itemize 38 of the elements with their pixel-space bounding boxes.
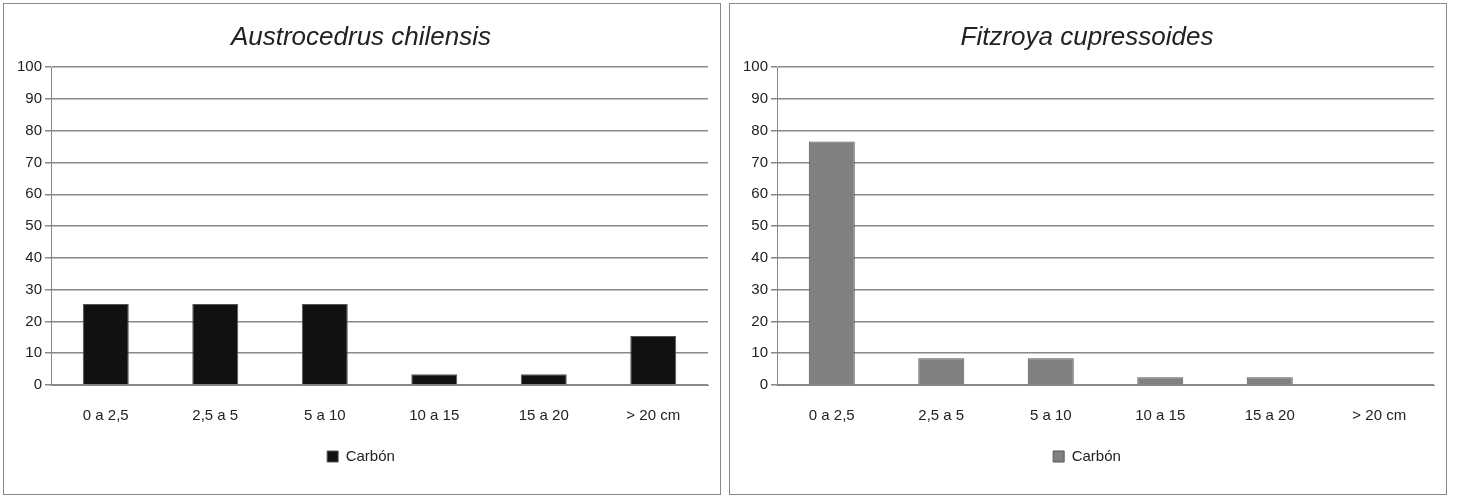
y-tick-label: 10 xyxy=(25,343,43,361)
legend-label: Carbón xyxy=(1071,446,1121,464)
y-tick-label: 30 xyxy=(25,279,43,297)
y-tick-label: 10 xyxy=(751,343,769,361)
y-tick-label: 50 xyxy=(751,216,769,234)
y-tick-label: 100 xyxy=(17,57,43,75)
x-tick-label: 10 a 15 xyxy=(1135,406,1186,424)
y-tick-label: 80 xyxy=(751,120,769,138)
legend-label: Carbón xyxy=(345,446,395,464)
y-tick-label: 0 xyxy=(33,375,43,393)
y-tick-label: 80 xyxy=(25,120,43,138)
x-tick-label: 0 a 2,5 xyxy=(808,406,855,424)
y-tick-label: 90 xyxy=(25,89,43,107)
x-tick-label: 10 a 15 xyxy=(409,406,460,424)
y-tick-label: 90 xyxy=(751,89,769,107)
chart-title: Fitzroya cupressoides xyxy=(960,20,1214,51)
y-tick-label: 60 xyxy=(751,184,769,202)
x-tick-label: 2,5 a 5 xyxy=(192,406,239,424)
x-tick-label: 5 a 10 xyxy=(1029,406,1072,424)
x-tick-label: > 20 cm xyxy=(1352,406,1407,424)
chart-title: Austrocedrus chilensis xyxy=(228,20,492,51)
y-tick-label: 30 xyxy=(751,279,769,297)
y-tick-label: 20 xyxy=(25,311,43,329)
y-tick-label: 70 xyxy=(751,152,769,170)
x-tick-label: 15 a 20 xyxy=(518,406,569,424)
y-tick-label: 40 xyxy=(25,248,43,266)
y-tick-label: 40 xyxy=(751,248,769,266)
y-tick-label: 100 xyxy=(743,57,769,75)
x-tick-label: 2,5 a 5 xyxy=(918,406,965,424)
y-tick-label: 60 xyxy=(25,184,43,202)
x-tick-label: > 20 cm xyxy=(626,406,681,424)
x-tick-label: 15 a 20 xyxy=(1244,406,1295,424)
x-tick-label: 0 a 2,5 xyxy=(82,406,129,424)
y-tick-label: 50 xyxy=(25,216,43,234)
y-tick-label: 20 xyxy=(751,311,769,329)
y-tick-label: 70 xyxy=(25,152,43,170)
x-tick-label: 5 a 10 xyxy=(303,406,346,424)
y-tick-label: 0 xyxy=(759,375,769,393)
